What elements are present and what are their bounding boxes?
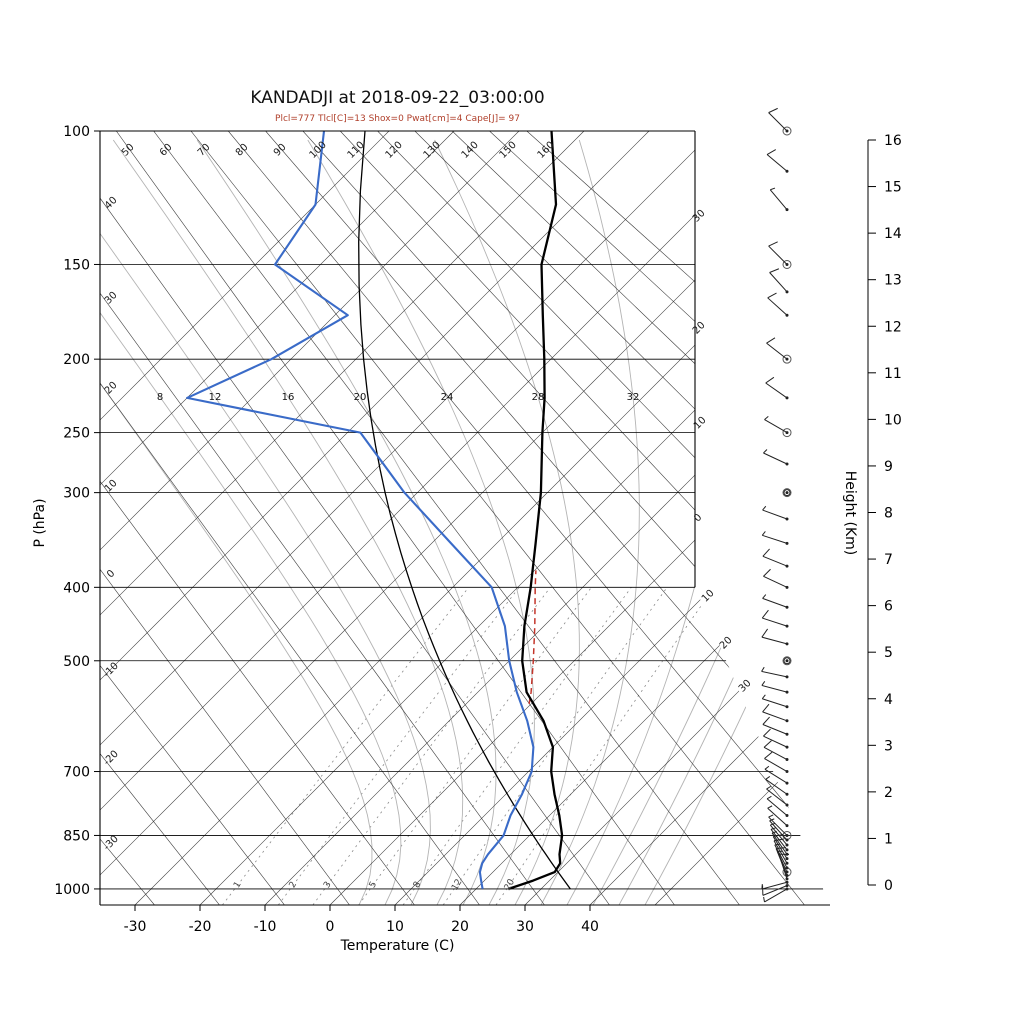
parcel-dry-adiabat [358,131,571,890]
svg-text:3: 3 [884,738,893,754]
svg-text:300: 300 [63,486,90,502]
svg-text:200: 200 [63,352,90,368]
sounding-curves [186,131,571,890]
svg-text:0: 0 [326,919,335,935]
svg-text:20: 20 [103,380,120,397]
moist-adiabat-lines [100,139,830,905]
svg-text:1000: 1000 [54,882,90,898]
svg-text:12: 12 [450,878,464,893]
dry-adiabat-lines [100,131,830,905]
svg-text:40: 40 [103,195,120,212]
svg-text:8: 8 [884,506,893,522]
svg-text:2: 2 [288,880,300,890]
svg-text:5: 5 [368,880,380,890]
svg-text:1: 1 [232,880,244,890]
svg-text:32: 32 [627,392,640,403]
svg-text:150: 150 [63,257,90,273]
svg-text:120: 120 [384,140,405,161]
svg-text:80: 80 [234,142,251,159]
isobar-lines [100,131,824,890]
svg-text:60: 60 [158,142,175,159]
svg-text:-30: -30 [124,919,147,935]
svg-text:28: 28 [532,392,545,403]
svg-text:15: 15 [884,180,902,196]
svg-text:0: 0 [884,878,893,894]
svg-text:7: 7 [884,552,893,568]
svg-text:-30: -30 [102,834,121,853]
svg-text:10: 10 [103,478,120,495]
svg-text:6: 6 [884,599,893,615]
svg-text:20: 20 [354,392,367,403]
svg-text:14: 14 [884,226,902,242]
svg-text:16: 16 [282,392,295,403]
parcel-cape-path [528,570,537,705]
svg-text:140: 140 [460,140,481,161]
svg-text:12: 12 [209,392,222,403]
svg-text:5: 5 [884,645,893,661]
svg-text:30: 30 [737,678,754,695]
svg-text:30: 30 [516,919,534,935]
svg-text:700: 700 [63,765,90,781]
svg-text:850: 850 [63,828,90,844]
svg-text:20: 20 [503,877,518,892]
svg-text:70: 70 [196,142,213,159]
svg-text:10: 10 [700,588,717,605]
chart-title: KANDADJI at 2018-09-22_03:00:00 [250,88,545,108]
svg-text:90: 90 [272,142,289,159]
svg-text:100: 100 [308,140,329,161]
svg-text:40: 40 [581,919,599,935]
svg-text:9: 9 [884,459,893,475]
temperature-axis-title: Temperature (C) [340,938,455,954]
svg-text:130: 130 [422,140,443,161]
mixing-ratio-lines [222,587,715,905]
svg-text:24: 24 [441,392,454,403]
svg-text:1: 1 [884,831,893,847]
svg-text:10: 10 [386,919,404,935]
svg-text:30: 30 [103,290,120,307]
svg-text:-20: -20 [189,919,212,935]
svg-text:12: 12 [884,319,902,335]
svg-text:10: 10 [692,415,709,432]
svg-text:150: 150 [498,140,519,161]
wind-barbs [761,107,792,903]
svg-text:250: 250 [63,426,90,442]
svg-text:-20: -20 [102,749,121,768]
axis-labels: -30 -20 -10 0 10 20 30 401001502002503004005007… [54,124,902,935]
dewpoint-curve [186,131,535,890]
svg-text:0: 0 [692,512,704,524]
svg-text:20: 20 [691,320,708,337]
svg-text:4: 4 [884,692,893,708]
grid-lines [100,131,830,905]
plot-frame [99,130,830,906]
svg-text:13: 13 [884,273,902,289]
svg-text:100: 100 [63,124,90,140]
isotherm-lines [100,131,830,905]
svg-text:16: 16 [884,133,902,149]
chart-subtitle: Plcl=777 Tlcl[C]=13 Shox=0 Pwat[cm]=4 Ca… [275,114,520,124]
svg-text:20: 20 [451,919,469,935]
svg-text:-10: -10 [102,661,121,680]
svg-text:500: 500 [63,654,90,670]
svg-text:8: 8 [157,392,163,403]
svg-text:2: 2 [884,785,893,801]
temperature-curve [508,131,564,890]
svg-text:30: 30 [691,208,708,225]
svg-text:11: 11 [884,366,902,382]
svg-text:3: 3 [322,880,334,890]
svg-text:8: 8 [412,880,424,890]
svg-text:10: 10 [884,412,902,428]
svg-text:400: 400 [63,580,90,596]
svg-text:-10: -10 [254,919,277,935]
